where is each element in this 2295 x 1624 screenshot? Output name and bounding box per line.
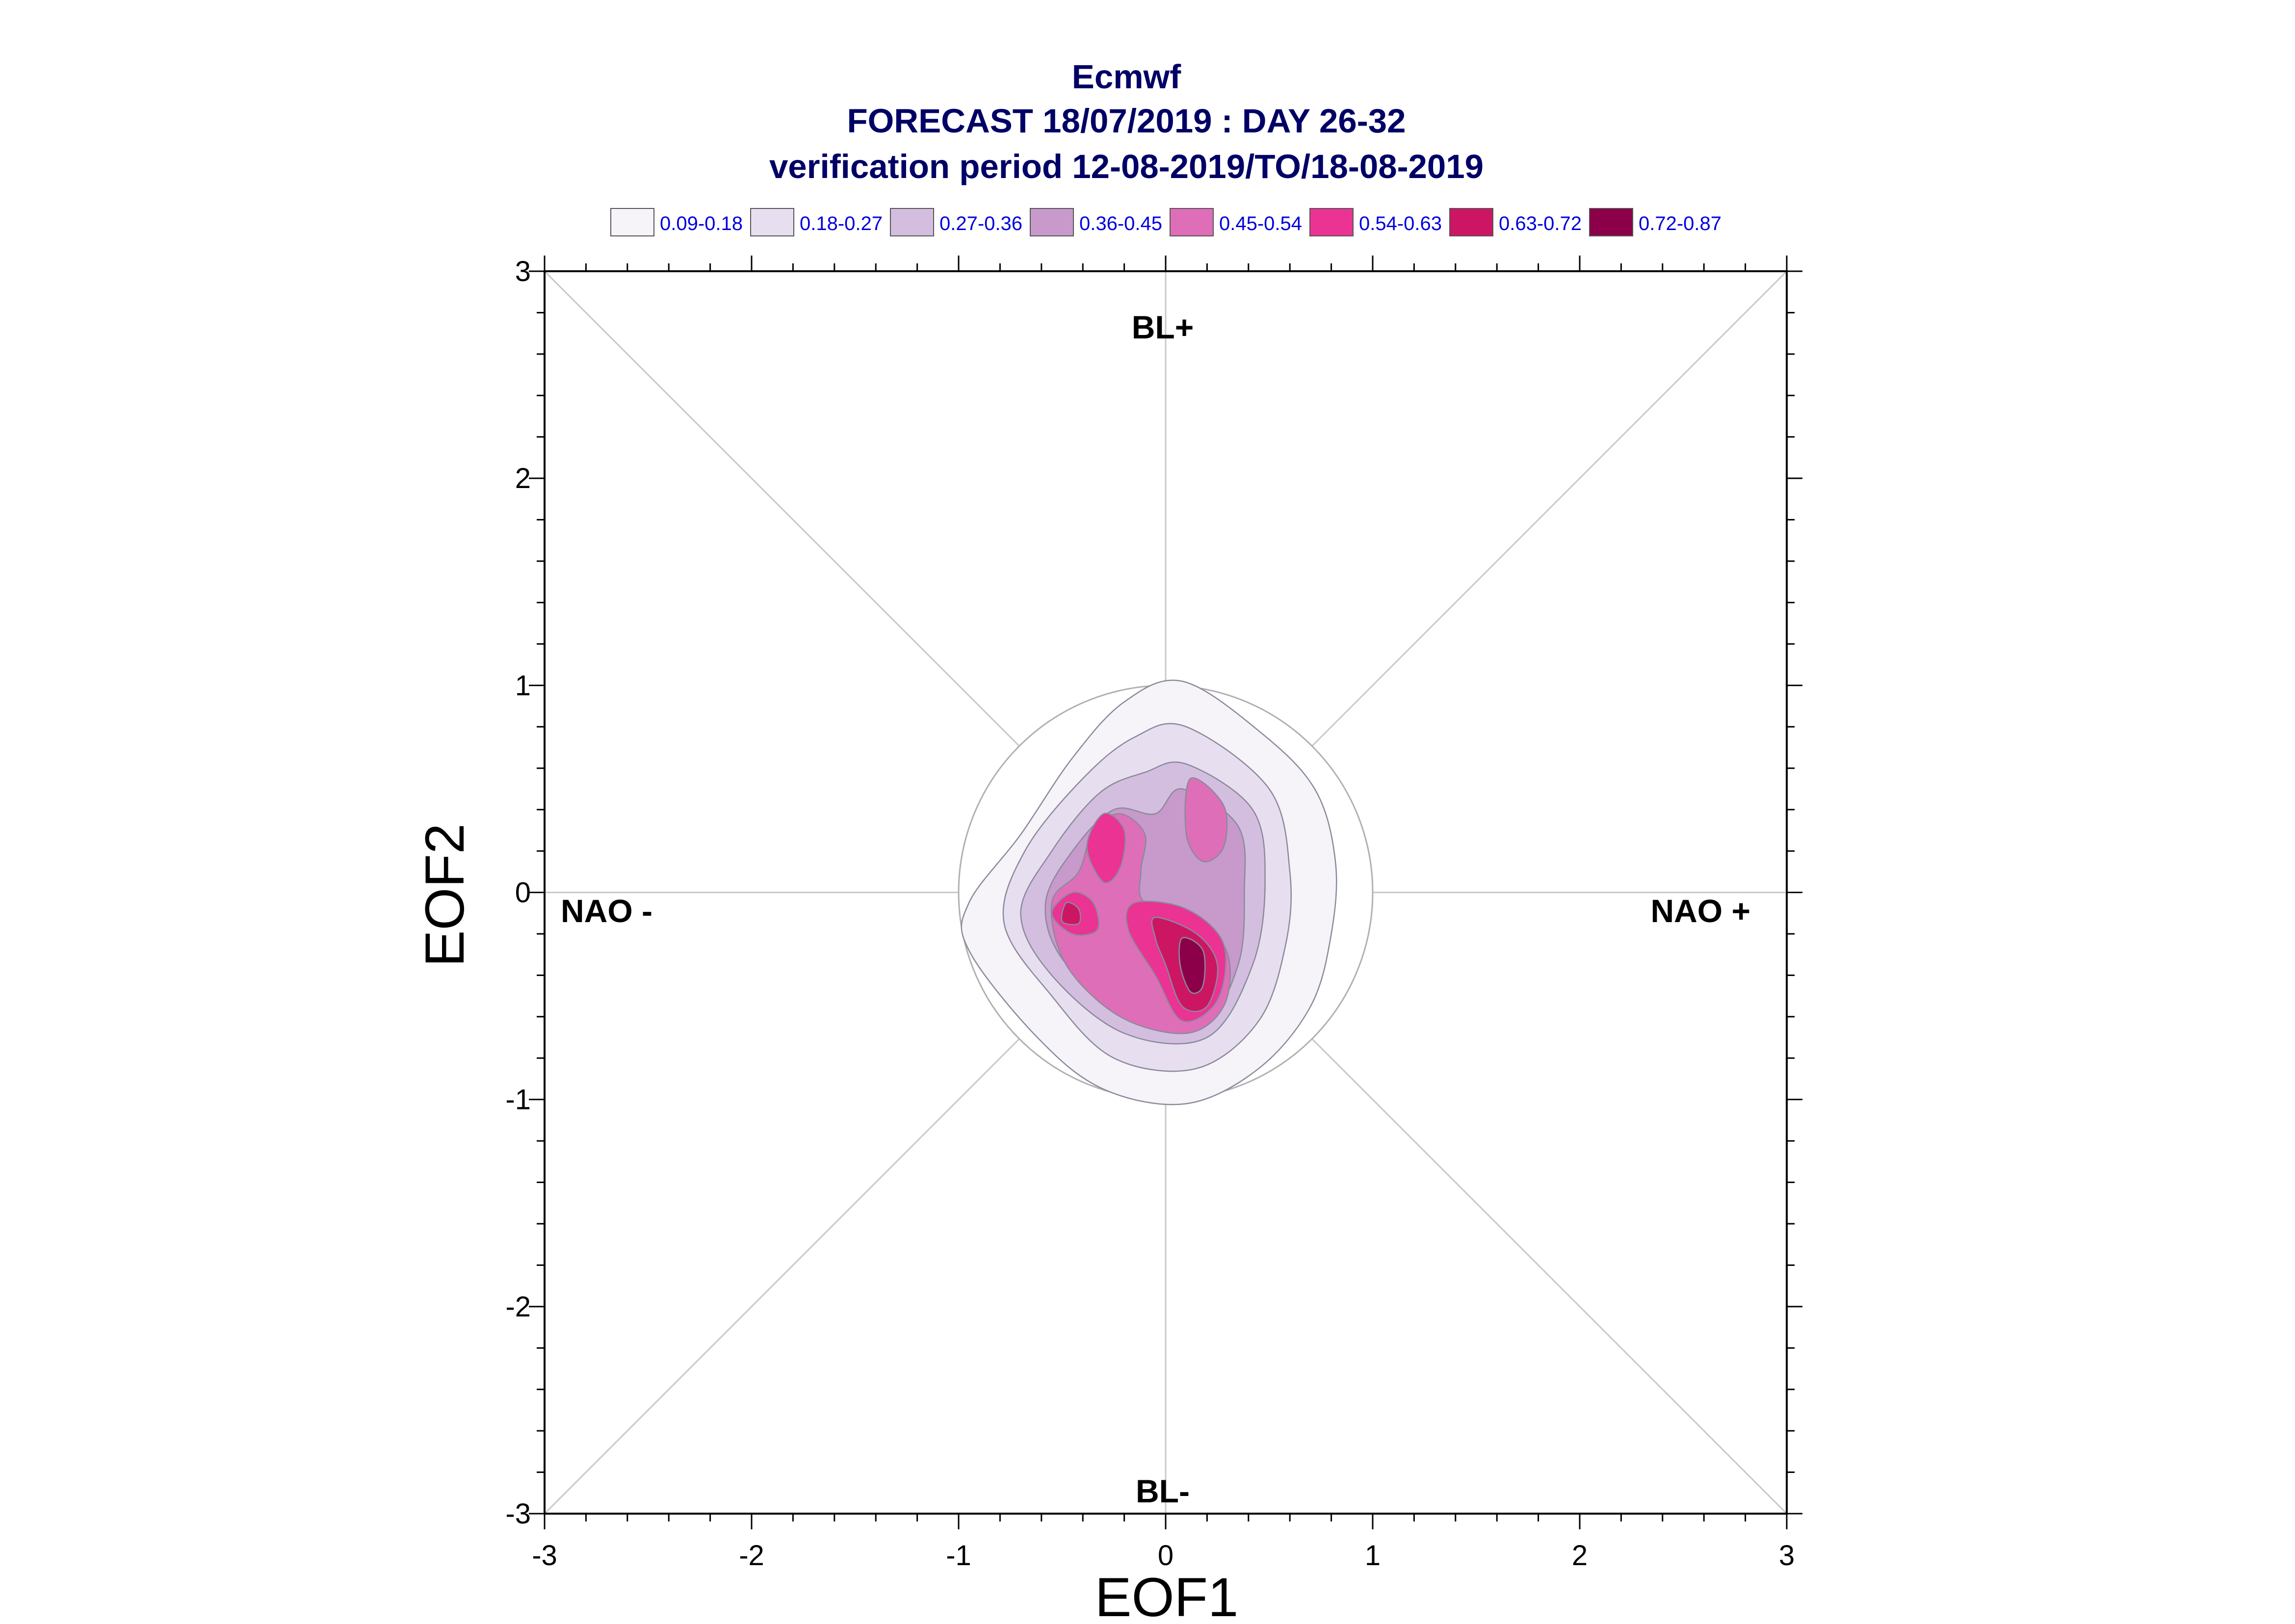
contour-level-6-9 xyxy=(1061,902,1081,926)
region-label-right: NAO + xyxy=(1650,893,1750,929)
legend-label-1: 0.18-0.27 xyxy=(800,213,883,234)
legend-swatch-5 xyxy=(1309,208,1354,236)
legend-label-3: 0.36-0.45 xyxy=(1079,213,1162,234)
legend-swatch-4 xyxy=(1170,208,1214,236)
legend-swatch-2 xyxy=(890,208,934,236)
x-tick-label-5: 2 xyxy=(1572,1540,1588,1572)
legend-label-2: 0.27-0.36 xyxy=(939,213,1022,234)
legend-label-6: 0.63-0.72 xyxy=(1499,213,1582,234)
y-tick-label-6: 3 xyxy=(515,256,531,287)
y-tick-label-1: -2 xyxy=(505,1291,531,1323)
contour-level-7-11 xyxy=(1178,937,1206,994)
legend-label-0: 0.09-0.18 xyxy=(660,213,743,234)
y-axis-title: EOF2 xyxy=(414,824,475,967)
legend-label-5: 0.54-0.63 xyxy=(1359,213,1442,234)
y-tick-label-2: -1 xyxy=(505,1084,531,1116)
legend-swatch-3 xyxy=(1030,208,1074,236)
x-tick-label-1: -2 xyxy=(739,1540,764,1572)
contour-level-5-6 xyxy=(1086,812,1126,884)
legend-swatch-7 xyxy=(1589,208,1633,236)
y-tick-label-4: 1 xyxy=(515,670,531,701)
legend: 0.09-0.18 0.18-0.27 0.27-0.36 0.36-0.45 0.45… xyxy=(610,208,1721,236)
x-tick-label-4: 1 xyxy=(1365,1540,1381,1572)
region-label-bottom: BL- xyxy=(1136,1473,1190,1509)
x-tick-label-6: 3 xyxy=(1779,1540,1795,1572)
y-tick-label-3: 0 xyxy=(515,877,531,909)
plot-area xyxy=(544,270,1788,1515)
chart-title: Ecmwf FORECAST 18/07/2019 : DAY 26-32 ve… xyxy=(769,58,1484,185)
legend-label-7: 0.72-0.87 xyxy=(1639,213,1721,234)
x-tick-label-2: -1 xyxy=(946,1540,971,1572)
axis-ticks: -3 -2 -1 0 1 2 3 -3 -2 -1 0 1 2 3 xyxy=(505,256,1802,1572)
region-label-left: NAO - xyxy=(561,893,652,929)
y-tick-label-5: 2 xyxy=(515,463,531,494)
legend-swatch-0 xyxy=(610,208,654,236)
x-tick-label-0: -3 xyxy=(532,1540,557,1572)
region-label-top: BL+ xyxy=(1132,309,1194,345)
title-line-1: Ecmwf xyxy=(1072,58,1181,96)
contour-level-4-5 xyxy=(1184,777,1228,863)
x-tick-label-3: 0 xyxy=(1158,1540,1174,1572)
legend-swatch-6 xyxy=(1449,208,1493,236)
legend-swatch-1 xyxy=(750,208,794,236)
title-line-3: verification period 12-08-2019/TO/18-08-… xyxy=(769,148,1484,185)
title-line-2: FORECAST 18/07/2019 : DAY 26-32 xyxy=(847,102,1406,140)
y-tick-label-0: -3 xyxy=(505,1498,531,1530)
legend-label-4: 0.45-0.54 xyxy=(1219,213,1302,234)
x-axis-title: EOF1 xyxy=(1095,1567,1239,1624)
